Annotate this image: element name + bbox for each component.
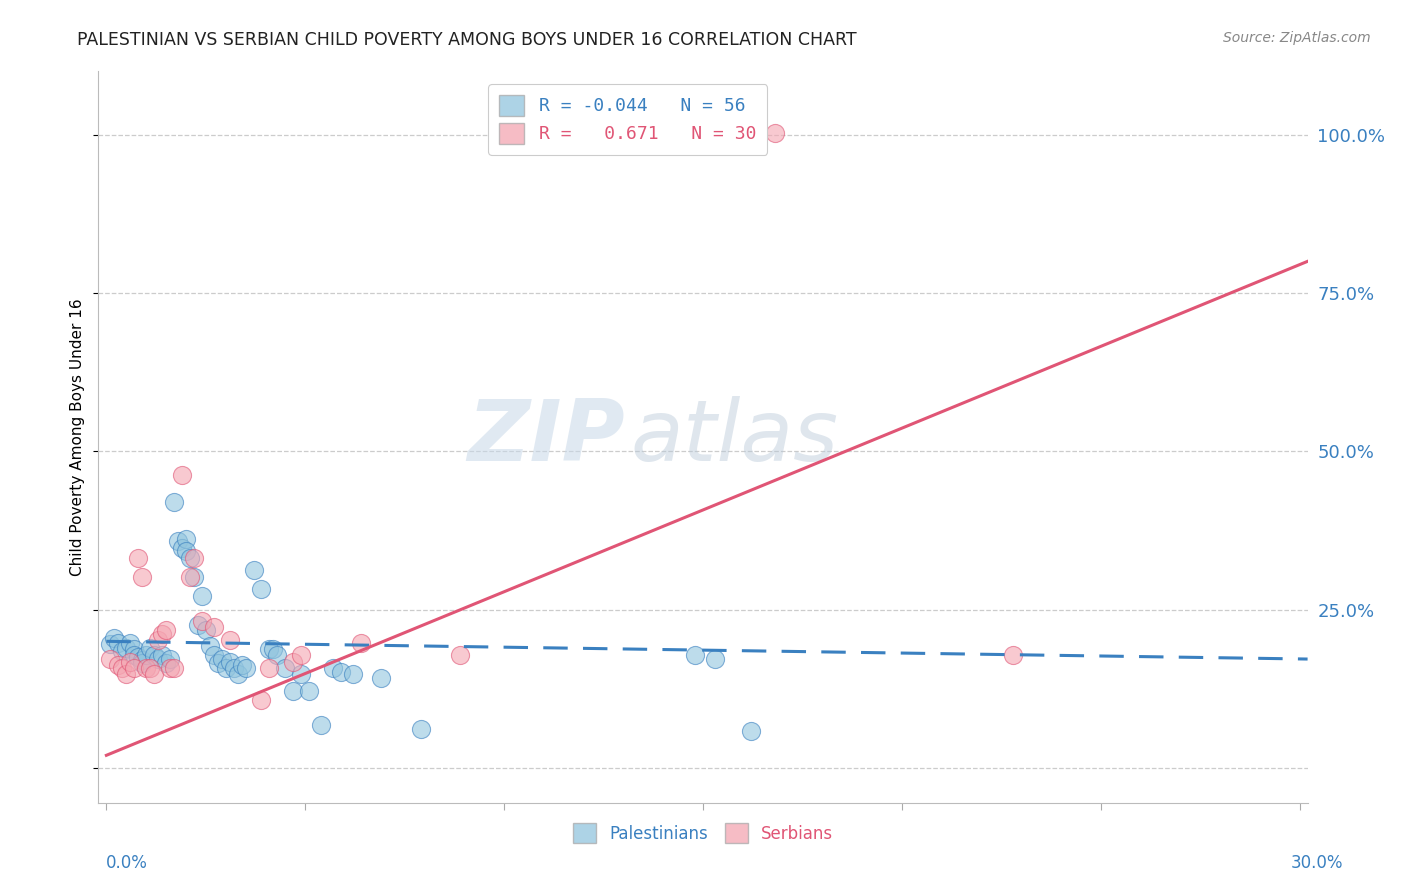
Text: Source: ZipAtlas.com: Source: ZipAtlas.com: [1223, 31, 1371, 45]
Point: [146, 652, 169, 666]
Point: [218, 633, 240, 648]
Point: [170, 541, 193, 555]
Point: [262, 641, 284, 656]
Point: [449, 648, 471, 663]
Point: [370, 671, 392, 685]
Point: [174, 532, 197, 546]
Point: [155, 623, 177, 637]
Point: [703, 652, 725, 666]
Point: [198, 640, 221, 654]
Point: [179, 550, 201, 565]
Point: [191, 614, 214, 628]
Point: [231, 658, 253, 673]
Point: [131, 657, 153, 671]
Point: [183, 570, 205, 584]
Point: [122, 661, 145, 675]
Point: [259, 641, 281, 656]
Text: 30.0%: 30.0%: [1291, 855, 1343, 872]
Point: [143, 667, 166, 681]
Point: [174, 544, 197, 558]
Point: [135, 648, 157, 663]
Point: [122, 648, 145, 663]
Point: [107, 636, 129, 650]
Point: [139, 661, 162, 675]
Point: [159, 661, 181, 675]
Point: [211, 652, 233, 666]
Point: [150, 626, 173, 640]
Point: [409, 722, 432, 736]
Point: [103, 631, 125, 645]
Point: [218, 655, 240, 669]
Point: [183, 550, 205, 565]
Point: [298, 683, 321, 698]
Point: [290, 667, 312, 681]
Point: [163, 661, 186, 675]
Point: [207, 657, 229, 671]
Point: [163, 495, 186, 509]
Point: [146, 633, 169, 648]
Text: atlas: atlas: [630, 395, 838, 479]
Point: [266, 648, 288, 663]
Point: [683, 648, 706, 663]
Point: [235, 661, 257, 675]
Point: [111, 644, 134, 658]
Point: [155, 657, 177, 671]
Point: [127, 550, 149, 565]
Point: [250, 582, 273, 597]
Point: [122, 641, 145, 656]
Point: [159, 652, 181, 666]
Point: [150, 648, 173, 663]
Text: PALESTINIAN VS SERBIAN CHILD POVERTY AMONG BOYS UNDER 16 CORRELATION CHART: PALESTINIAN VS SERBIAN CHILD POVERTY AMO…: [77, 31, 856, 49]
Point: [740, 724, 762, 739]
Point: [274, 661, 297, 675]
Point: [1002, 648, 1025, 663]
Point: [127, 650, 149, 665]
Y-axis label: Child Poverty Among Boys Under 16: Child Poverty Among Boys Under 16: [70, 298, 86, 576]
Text: ZIP: ZIP: [467, 395, 624, 479]
Point: [194, 623, 217, 637]
Point: [131, 653, 153, 667]
Point: [143, 648, 166, 663]
Point: [283, 683, 305, 698]
Point: [167, 534, 190, 549]
Point: [98, 652, 121, 666]
Point: [139, 640, 162, 655]
Point: [115, 640, 138, 655]
Point: [131, 570, 153, 584]
Legend: Palestinians, Serbians: Palestinians, Serbians: [565, 817, 841, 849]
Point: [111, 661, 134, 675]
Point: [135, 661, 157, 675]
Point: [350, 635, 373, 649]
Point: [763, 127, 786, 141]
Point: [309, 718, 332, 732]
Point: [120, 635, 142, 649]
Point: [259, 661, 281, 675]
Point: [215, 661, 238, 675]
Point: [98, 638, 121, 652]
Point: [250, 692, 273, 706]
Point: [187, 618, 209, 632]
Point: [342, 667, 364, 681]
Point: [283, 655, 305, 669]
Point: [222, 661, 245, 675]
Point: [107, 658, 129, 673]
Text: 0.0%: 0.0%: [105, 855, 148, 872]
Point: [330, 665, 353, 679]
Point: [120, 655, 142, 669]
Point: [226, 667, 249, 681]
Point: [115, 667, 138, 681]
Point: [202, 620, 225, 634]
Point: [170, 468, 193, 483]
Point: [179, 570, 201, 584]
Point: [202, 648, 225, 663]
Point: [290, 648, 312, 663]
Point: [322, 661, 344, 675]
Point: [242, 563, 264, 577]
Point: [191, 589, 214, 603]
